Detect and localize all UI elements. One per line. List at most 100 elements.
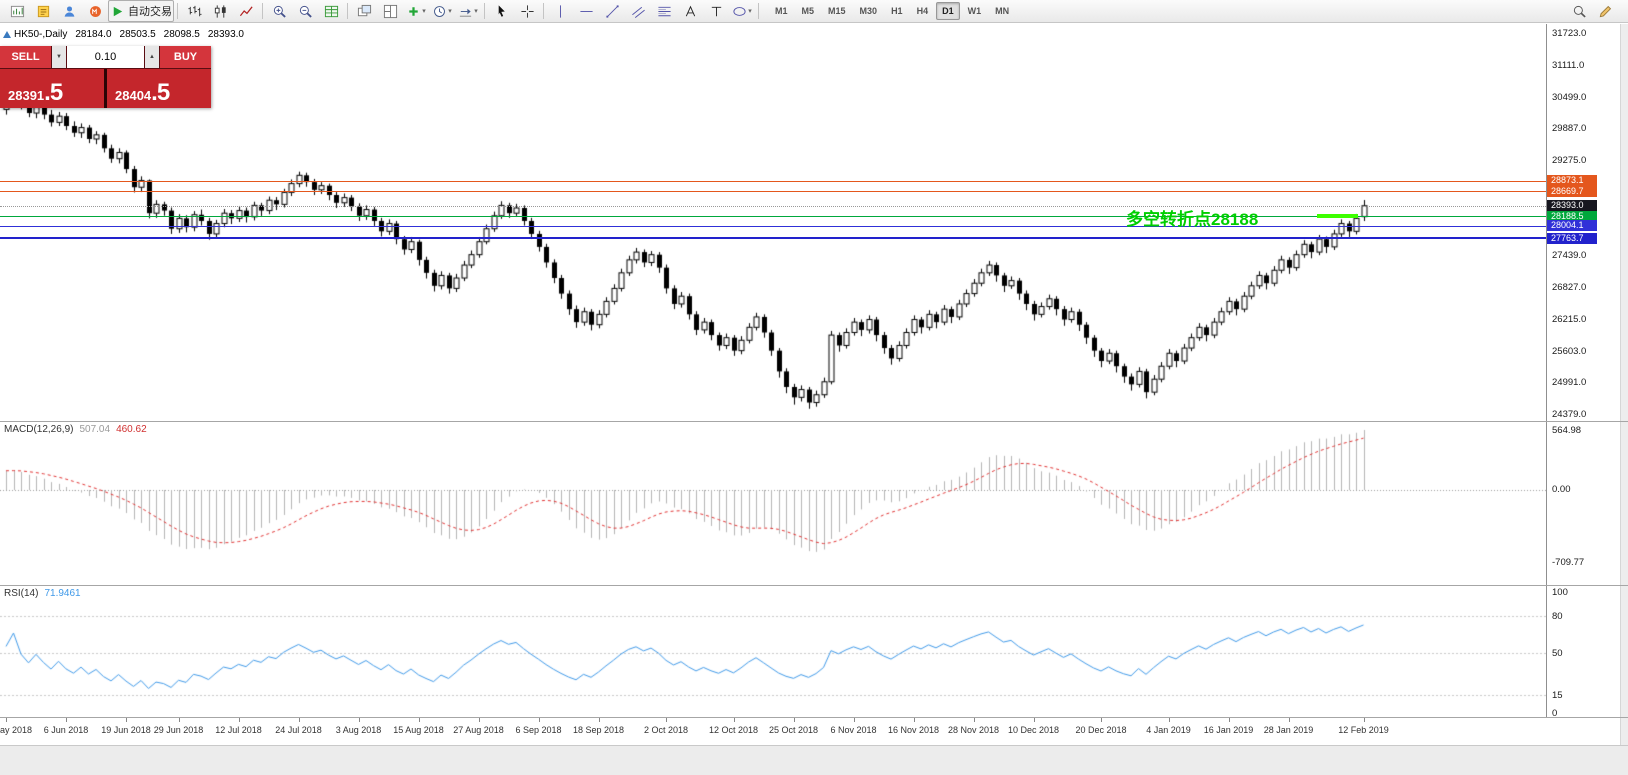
date-label: 2 Oct 2018 — [643, 725, 689, 735]
date-label: 25 May 2018 — [0, 725, 33, 735]
timeframe-m5[interactable]: M5 — [801, 6, 815, 16]
price-line-28004.1[interactable] — [0, 225, 1546, 227]
date-tick — [913, 718, 915, 722]
date-tick — [478, 718, 480, 722]
sell-button[interactable]: SELL — [0, 46, 51, 68]
buy-price-main: 28404 — [115, 88, 152, 103]
crosshair-icon[interactable] — [514, 0, 540, 22]
channel-icon[interactable] — [625, 0, 651, 22]
candlestick-chart-icon[interactable] — [207, 0, 233, 22]
periods-icon[interactable]: ▾ — [429, 0, 455, 22]
date-label: 28 Nov 2018 — [947, 725, 1000, 735]
rsi-tick-15: 15 — [1552, 689, 1563, 701]
date-tick — [1363, 718, 1365, 722]
dropdown-arrow-icon[interactable]: ▾ — [448, 8, 452, 15]
date-tick — [1101, 718, 1102, 722]
timeframe-m1[interactable]: M1 — [775, 6, 788, 16]
autotrading-button[interactable]: 自动交易 — [108, 0, 174, 22]
volume-input[interactable]: 0.10 — [67, 46, 144, 68]
symbol-period-label: HK50-,Daily — [14, 29, 68, 40]
zoom-in-icon[interactable] — [266, 0, 292, 22]
shapes-icon[interactable]: ▾ — [729, 0, 755, 22]
time-axis-separator[interactable] — [0, 717, 1628, 718]
accounts-icon[interactable] — [56, 0, 82, 22]
add-indicator-icon[interactable]: ▾ — [403, 0, 429, 22]
macd-indicator-label: MACD(12,26,9) 507.04 460.62 — [4, 424, 147, 435]
date-label: 29 Jun 2018 — [153, 725, 204, 735]
price-tag-28873.1: 28873.1 — [1547, 175, 1597, 187]
price-tick-30499.0: 30499.0 — [1552, 91, 1587, 103]
date-tick — [238, 718, 240, 722]
volume-decrease-button[interactable]: ▼ — [52, 46, 66, 68]
volume-increase-button[interactable]: ▲ — [145, 46, 159, 68]
date-label: 25 Oct 2018 — [768, 725, 819, 735]
price-line-28188.5[interactable] — [0, 216, 1546, 218]
dropdown-arrow-icon[interactable]: ▾ — [422, 8, 426, 15]
tile-windows-icon[interactable] — [377, 0, 403, 22]
rsi-panel-separator[interactable] — [0, 585, 1628, 586]
date-tick — [973, 718, 975, 722]
macd-main-value: 507.04 — [79, 424, 111, 435]
price-tag-28188.5: 28188.5 — [1547, 210, 1597, 222]
price-tag-28393.0: 28393.0 — [1547, 200, 1597, 212]
price-line-28669.7[interactable] — [0, 191, 1546, 193]
quick-edit-icon[interactable] — [1592, 0, 1618, 22]
mql5-community-icon[interactable] — [82, 0, 108, 22]
buy-button[interactable]: BUY — [160, 46, 211, 68]
timeframe-m30[interactable]: M30 — [859, 6, 878, 16]
autotrading-label: 自动交易 — [128, 6, 172, 18]
price-tick-29887.0: 29887.0 — [1552, 123, 1587, 135]
date-tick — [358, 718, 360, 722]
text-label-icon[interactable] — [703, 0, 729, 22]
date-tick — [1168, 718, 1170, 722]
price-line-28873.1[interactable] — [0, 180, 1546, 182]
timeframe-mn[interactable]: MN — [995, 6, 1010, 16]
date-tick — [6, 718, 7, 722]
cursor-icon[interactable] — [488, 0, 514, 22]
trendline-icon[interactable] — [599, 0, 625, 22]
new-chart-icon[interactable] — [4, 0, 30, 22]
chart-canvas[interactable] — [0, 24, 1546, 745]
date-label: 12 Jul 2018 — [215, 725, 262, 735]
sell-price-main: 28391 — [8, 88, 45, 103]
zoom-out-icon[interactable] — [292, 0, 318, 22]
price-tag-28669.7: 28669.7 — [1547, 185, 1597, 197]
one-click-panel-toggle-icon[interactable] — [3, 31, 11, 38]
line-chart-icon[interactable] — [233, 0, 259, 22]
turning-point-annotation[interactable]: 多空转折点28188 — [1126, 210, 1259, 229]
dropdown-arrow-icon[interactable]: ▾ — [748, 8, 752, 15]
cascade-windows-icon[interactable] — [351, 0, 377, 22]
rsi-value: 71.9461 — [44, 588, 81, 599]
toolbar-buttons: 自动交易 ▾ ▾ ▾ ▾ — [4, 0, 762, 22]
vertical-line-icon[interactable] — [547, 0, 573, 22]
timeframe-h1[interactable]: H1 — [891, 6, 903, 16]
fibonacci-icon[interactable] — [651, 0, 677, 22]
price-tag-27763.7: 27763.7 — [1547, 232, 1597, 244]
date-label: 20 Dec 2018 — [1075, 725, 1127, 735]
bar-chart-icon[interactable] — [181, 0, 207, 22]
indicators-icon[interactable] — [318, 0, 344, 22]
macd-tick-0.00: 0.00 — [1552, 484, 1571, 495]
toolbar-separator — [262, 3, 263, 19]
price-scale-separator[interactable] — [1546, 24, 1547, 718]
text-icon[interactable] — [677, 0, 703, 22]
toolbar-separator — [758, 3, 759, 19]
price-line-27763.7[interactable] — [0, 237, 1546, 240]
chart-shift-icon[interactable]: ▾ — [455, 0, 481, 22]
turning-point-marker[interactable] — [1316, 214, 1358, 219]
rsi-tick-80: 80 — [1552, 611, 1563, 623]
horizontal-line-icon[interactable] — [573, 0, 599, 22]
macd-panel-separator[interactable] — [0, 421, 1628, 422]
new-order-icon[interactable] — [30, 0, 56, 22]
timeframe-h4[interactable]: H4 — [916, 6, 929, 16]
timeframe-m15[interactable]: M15 — [828, 6, 846, 16]
search-icon[interactable] — [1566, 0, 1592, 22]
chart-window: HK50-,Daily 28184.0 28503.5 28098.5 2839… — [0, 24, 1628, 745]
timeframe-w1[interactable]: W1 — [967, 6, 982, 16]
buy-price-button[interactable]: 28404.5 — [107, 69, 211, 108]
sell-price-button[interactable]: 28391.5 — [0, 69, 104, 108]
price-line-28393.0[interactable] — [0, 205, 1546, 207]
timeframe-d1[interactable]: D1 — [936, 2, 960, 20]
dropdown-arrow-icon[interactable]: ▾ — [474, 8, 478, 15]
